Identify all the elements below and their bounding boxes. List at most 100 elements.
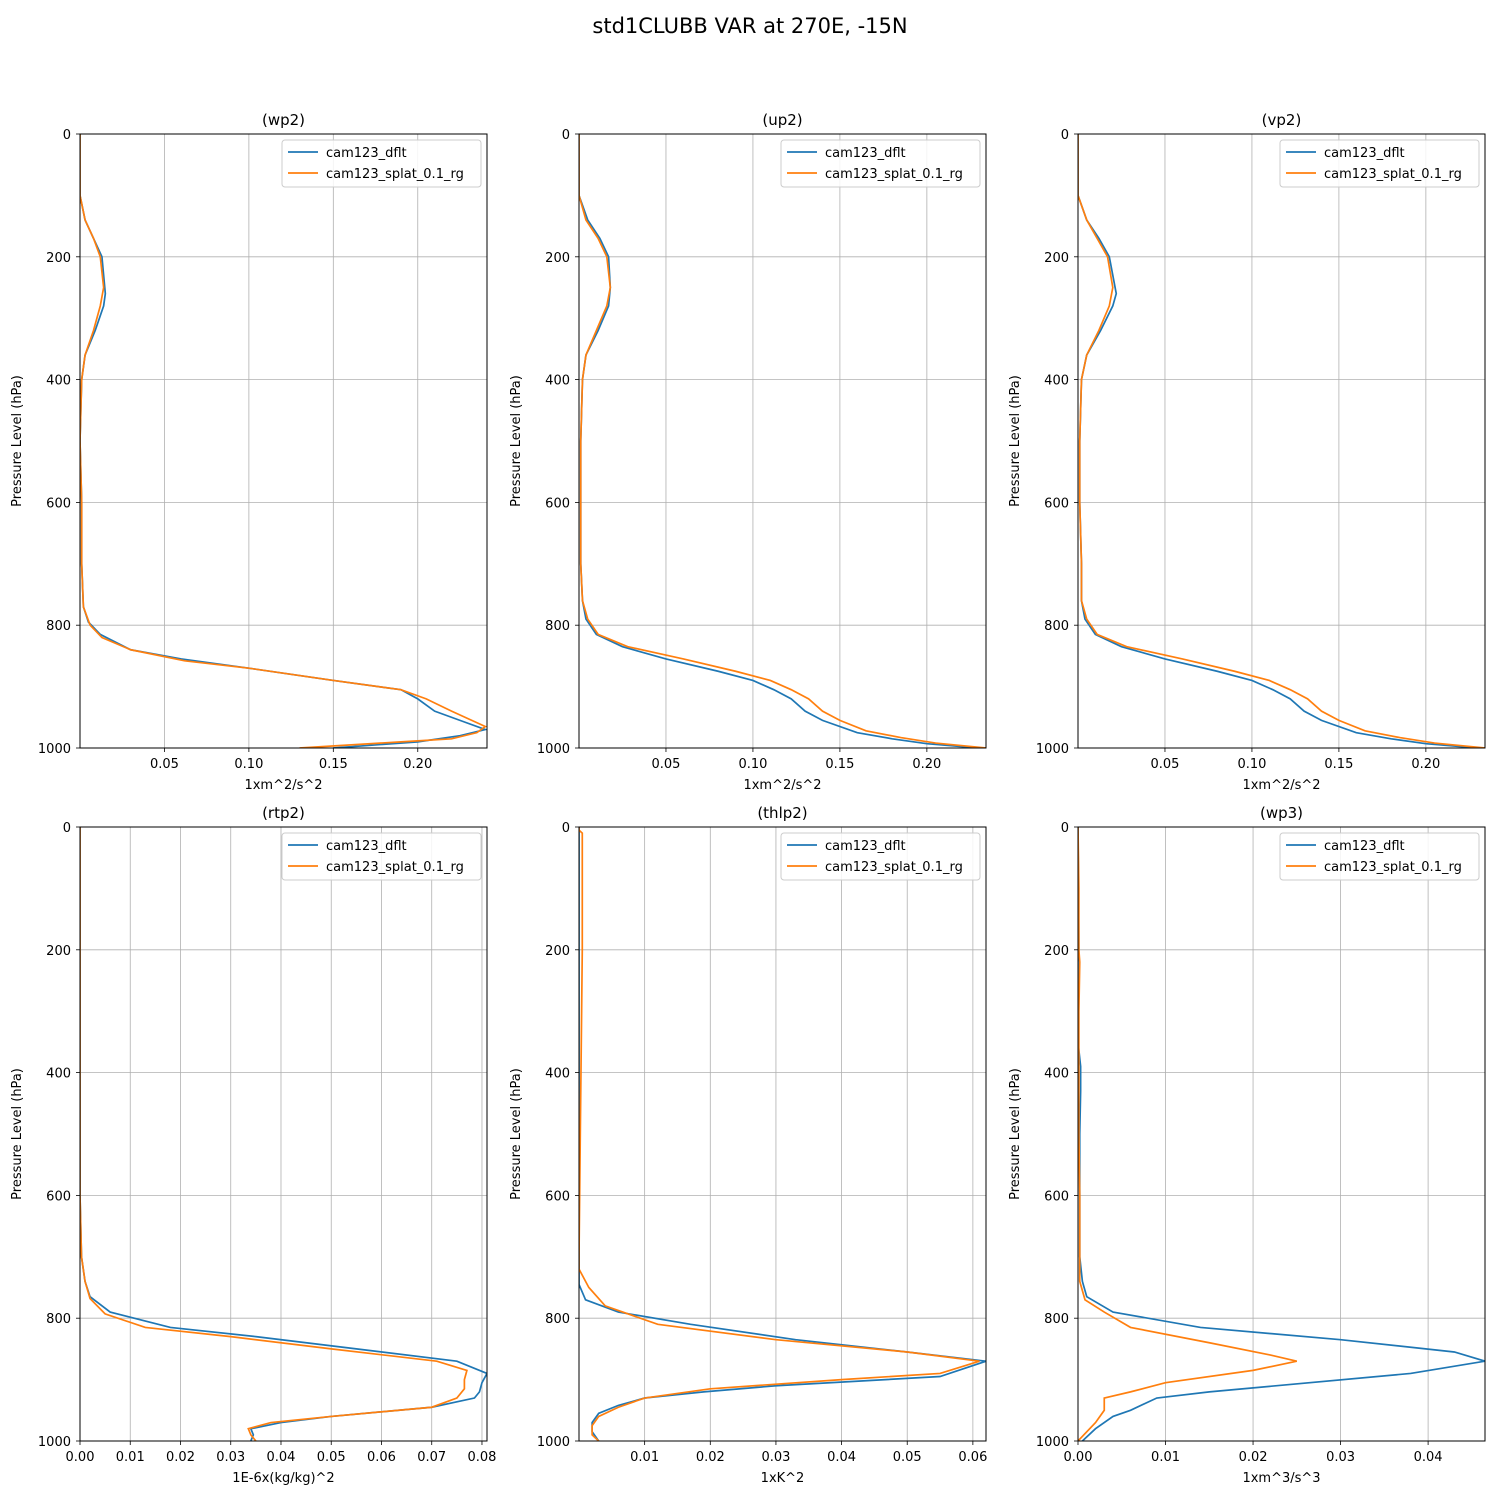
panel-1: 0.05 0.10 0.15 0.20 0 200 400 600 800 1000 (wp2) 1x… [10,111,488,793]
x-axis-label: 1xm^2/s^2 [743,778,821,793]
y-tick-label: 400 [1044,374,1069,389]
y-tick-label: 1000 [537,742,570,757]
y-tick-label: 200 [1044,944,1069,959]
y-tick-label: 1000 [38,742,71,757]
y-tick-label: 600 [1044,1189,1069,1204]
y-tick-label: 200 [46,251,71,266]
y-tick-label: 1000 [1036,1435,1069,1450]
series-line-cam123-dflt [1078,134,1479,748]
y-tick-label: 600 [1044,496,1069,511]
y-tick-label: 400 [545,374,570,389]
legend-entry: cam123_splat_0.1_rg [326,167,464,182]
legend-entry: cam123_splat_0.1_rg [1324,860,1462,875]
y-tick-label: 200 [545,251,570,266]
x-tick-label: 0.20 [1411,757,1440,772]
axes-frame [79,133,488,749]
legend-entry: cam123_splat_0.1_rg [1324,167,1462,182]
series-line-cam123-splat-0-1-rg [1078,827,1298,1441]
y-tick-label: 200 [545,944,570,959]
axes-frame [578,133,987,749]
series-line-cam123-splat-0-1-rg [579,134,986,748]
panel-title: (rtp2) [262,804,305,822]
panel-4: 0.00 0.01 0.02 0.03 0.04 0.05 0.06 0.07 0.08 0 200… [10,804,496,1486]
y-tick-label: 600 [545,1189,570,1204]
figure-title: std1CLUBB VAR at 270E, -15N [592,14,908,38]
y-tick-label: 0 [562,821,570,836]
y-axis-label: Pressure Level (hPa) [509,375,524,507]
y-axis-label: Pressure Level (hPa) [10,1068,25,1200]
x-tick-label: 0.04 [267,1450,296,1465]
series-line-cam123-dflt [579,827,986,1441]
y-tick-label: 0 [63,821,71,836]
series-line-cam123-splat-0-1-rg [579,827,980,1441]
y-tick-label: 400 [1044,1067,1069,1082]
panel-title: (wp3) [1260,804,1303,822]
legend-box [1279,832,1480,881]
legend-box [1279,139,1480,188]
x-tick-label: 0.02 [166,1450,195,1465]
legend-entry: cam123_dflt [1324,146,1405,161]
y-tick-label: 800 [46,619,71,634]
x-axis-label: 1xm^2/s^2 [1242,778,1320,793]
panel-title: (vp2) [1262,111,1302,129]
x-tick-label: 0.15 [319,757,348,772]
legend-box [281,139,482,188]
x-tick-label: 0.02 [696,1450,725,1465]
y-tick-label: 1000 [537,1435,570,1450]
x-tick-label: 0.05 [317,1450,346,1465]
series-line-cam123-dflt [80,134,487,748]
y-tick-label: 0 [63,128,71,143]
x-tick-label: 0.07 [417,1450,446,1465]
x-axis-label: 1E-6x(kg/kg)^2 [232,1471,334,1486]
y-tick-label: 800 [1044,1312,1069,1327]
y-tick-label: 1000 [1036,742,1069,757]
x-tick-label: 0.03 [216,1450,245,1465]
x-tick-label: 0.06 [367,1450,396,1465]
y-axis-label: Pressure Level (hPa) [10,375,25,507]
series-line-cam123-dflt [1078,827,1485,1441]
x-tick-label: 0.08 [467,1450,496,1465]
y-tick-label: 400 [46,1067,71,1082]
panel-title: (wp2) [262,111,305,129]
series-line-cam123-splat-0-1-rg [80,827,468,1441]
y-tick-label: 0 [1061,821,1069,836]
x-tick-label: 0.04 [1414,1450,1443,1465]
legend-entry: cam123_dflt [326,146,407,161]
panel-title: (thlp2) [757,804,807,822]
y-tick-label: 800 [46,1312,71,1327]
y-tick-label: 600 [46,496,71,511]
y-tick-label: 600 [46,1189,71,1204]
x-tick-label: 0.10 [234,757,263,772]
x-tick-label: 0.05 [893,1450,922,1465]
panel-5: 0.01 0.02 0.03 0.04 0.05 0.06 0 200 400 600 800 100… [509,804,987,1486]
panel-3: 0.05 0.10 0.15 0.20 0 200 400 600 800 1000 (vp2) 1x… [1008,111,1486,793]
series-line-cam123-splat-0-1-rg [1078,134,1485,748]
x-tick-label: 0.00 [66,1450,95,1465]
legend-entry: cam123_dflt [825,839,906,854]
y-tick-label: 1000 [38,1435,71,1450]
x-tick-label: 0.01 [1151,1450,1180,1465]
legend-box [780,139,981,188]
x-tick-label: 0.04 [827,1450,856,1465]
legend-box [281,832,482,881]
x-axis-label: 1xK^2 [761,1471,805,1486]
axes-frame [1077,133,1486,749]
x-axis-label: 1xm^2/s^2 [244,778,322,793]
x-tick-label: 0.01 [116,1450,145,1465]
y-axis-label: Pressure Level (hPa) [1008,375,1023,507]
x-tick-label: 0.03 [1326,1450,1355,1465]
x-axis-label: 1xm^3/s^3 [1242,1471,1320,1486]
legend-entry: cam123_dflt [825,146,906,161]
y-tick-label: 400 [545,1067,570,1082]
x-tick-label: 0.20 [912,757,941,772]
axes-frame [578,826,987,1442]
x-tick-label: 0.03 [761,1450,790,1465]
legend-entry: cam123_splat_0.1_rg [326,860,464,875]
x-tick-label: 0.05 [1150,757,1179,772]
series-line-cam123-dflt [579,134,980,748]
y-tick-label: 200 [46,944,71,959]
x-tick-label: 0.01 [630,1450,659,1465]
y-tick-label: 0 [562,128,570,143]
y-axis-label: Pressure Level (hPa) [509,1068,524,1200]
